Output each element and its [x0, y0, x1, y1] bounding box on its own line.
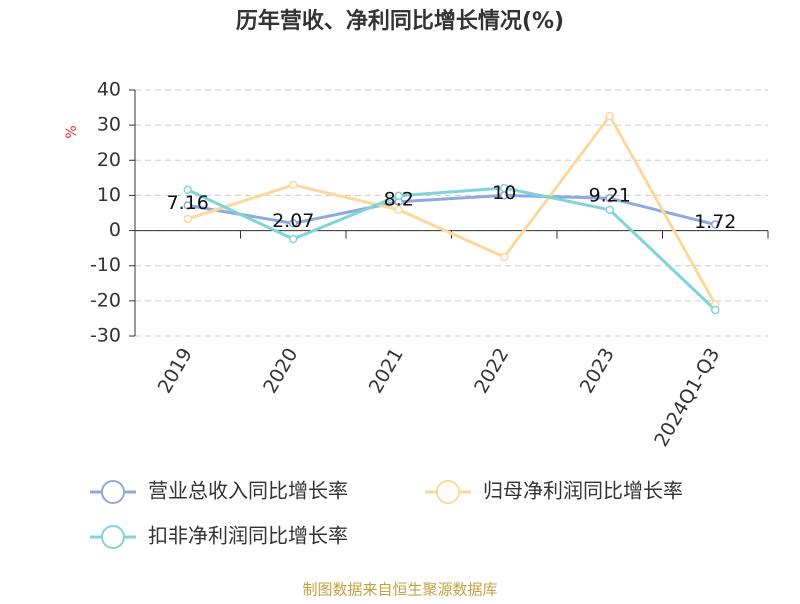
- data-point: [289, 219, 298, 228]
- legend-label: 营业总收入同比增长率: [148, 479, 348, 503]
- data-label: 7.16: [167, 192, 209, 214]
- y-tick-label: -30: [90, 325, 121, 347]
- legend-marker: [101, 525, 125, 549]
- chart-title: 历年营收、净利同比增长情况(%): [236, 8, 564, 34]
- data-point: [289, 234, 298, 244]
- legend-marker: [101, 480, 125, 504]
- y-tick-label: -10: [90, 254, 121, 276]
- data-label: 8.2: [384, 188, 414, 210]
- data-point: [394, 191, 403, 201]
- y-tick-label: 30: [97, 114, 121, 136]
- data-point: [289, 180, 298, 190]
- x-tick-label: 2020: [259, 344, 302, 397]
- data-point: [500, 183, 509, 193]
- data-point: [711, 305, 720, 315]
- y-tick-label: 20: [97, 149, 121, 171]
- x-tick-label: 2023: [576, 344, 619, 397]
- data-label: 2.07: [272, 210, 314, 232]
- data-point: [605, 193, 614, 203]
- series-line: [187, 186, 717, 312]
- data-point: [183, 214, 192, 224]
- y-tick-label: -20: [90, 289, 121, 311]
- x-tick-label: 2019: [154, 344, 197, 397]
- data-label: 1.72: [694, 211, 736, 233]
- data-point: [605, 205, 614, 215]
- data-point: [711, 220, 720, 229]
- data-label: 9.21: [589, 185, 631, 207]
- data-point: [605, 111, 614, 121]
- data-point: [183, 201, 192, 210]
- data-label: 10: [492, 182, 516, 204]
- legend-label: 归母净利润同比增长率: [483, 479, 683, 503]
- y-tick-label: 10: [97, 184, 121, 206]
- y-tick-label: 0: [109, 219, 121, 241]
- data-point: [394, 205, 403, 215]
- x-tick-label: 2022: [470, 344, 513, 397]
- data-point: [500, 252, 509, 262]
- legend-marker: [436, 480, 460, 504]
- legend-label: 扣非净利润同比增长率: [148, 524, 348, 548]
- series-line: [187, 193, 716, 226]
- y-axis-label: %: [64, 125, 80, 138]
- y-tick-label: 40: [97, 79, 121, 101]
- x-tick-label: 2024Q1-Q3: [650, 344, 724, 450]
- x-tick-label: 2021: [365, 344, 408, 397]
- source: 制图数据来自恒生聚源数据库: [302, 581, 497, 599]
- series-line: [187, 113, 717, 306]
- data-point: [183, 185, 192, 195]
